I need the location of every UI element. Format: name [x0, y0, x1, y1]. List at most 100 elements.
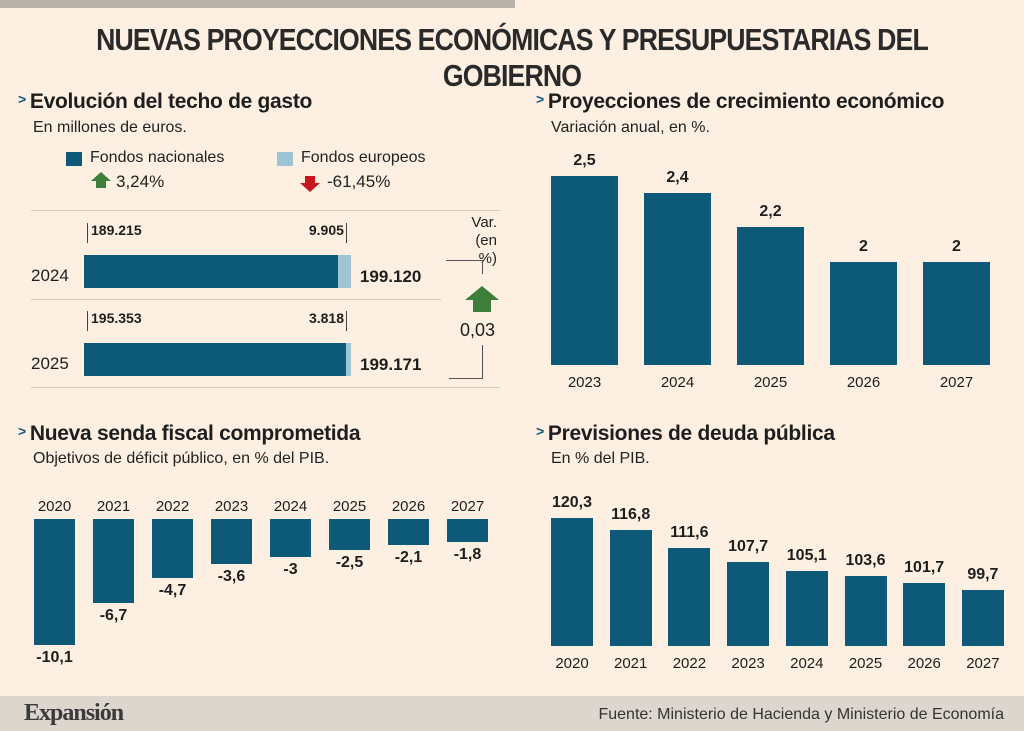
logo: Expansión — [24, 700, 124, 726]
value-label: 2,4 — [666, 169, 689, 186]
year-label: 2024 — [273, 498, 308, 515]
value-label: 111,6 — [670, 524, 709, 542]
value-label: -6,7 — [99, 606, 128, 624]
bar — [830, 261, 897, 365]
title-text: Nueva senda fiscal comprometida — [29, 422, 361, 445]
legend-swatch-europeos — [277, 152, 293, 166]
year-label: 2026 — [846, 374, 881, 391]
year-label: 2024 — [790, 655, 824, 672]
year-label: 2022 — [672, 655, 707, 672]
year-label: 2021 — [96, 498, 131, 515]
chevron-icon: > — [536, 423, 544, 439]
page-title: NUEVAS PROYECCIONES ECONÓMICAS Y PRESUPU… — [96, 22, 929, 93]
tick — [87, 311, 88, 331]
bar — [93, 519, 134, 603]
top-strip — [0, 0, 515, 8]
tick — [345, 223, 347, 243]
bracket-top — [446, 260, 483, 274]
year-label: 2027 — [966, 655, 1000, 672]
value-label: -2,5 — [335, 554, 364, 572]
value-label: 2 — [952, 237, 961, 255]
legend-swatch-nacionales — [66, 152, 82, 166]
bar — [447, 519, 488, 542]
year-label: 2026 — [907, 655, 941, 672]
arrow-down-icon — [300, 176, 320, 197]
bar-europeos — [337, 255, 351, 288]
year-label: 2025 — [332, 498, 367, 515]
value-label: 107,7 — [728, 537, 769, 555]
year-label: 2022 — [155, 498, 190, 515]
bar — [668, 548, 711, 646]
year-label: 2020 — [555, 655, 589, 672]
year-label: 2025 — [753, 374, 788, 391]
variation-label: Var. (en %) — [455, 214, 497, 268]
value-label: -4,7 — [158, 581, 187, 599]
value-label: -2,1 — [394, 549, 423, 567]
value-label: -3,6 — [217, 568, 246, 585]
bar — [551, 175, 618, 365]
bar — [737, 227, 804, 365]
panel-title-deuda: > Previsiones de deuda pública — [536, 422, 835, 446]
tick — [346, 311, 347, 331]
subtitle-deuda: En % del PIB. — [551, 450, 650, 467]
value-label: 116,8 — [611, 506, 651, 524]
year-label: 2020 — [37, 498, 72, 515]
bar — [844, 576, 887, 646]
legend-change-nacionales: 3,24% — [116, 172, 165, 191]
value-label: 101,7 — [904, 558, 945, 576]
year-label: 2023 — [567, 374, 602, 391]
legend-label-europeos: Fondos europeos — [301, 149, 426, 166]
variation-label-line1: Var. — [471, 214, 497, 231]
bar-nacionales — [84, 343, 346, 376]
year-label: 2024 — [660, 374, 695, 391]
bar — [785, 570, 828, 646]
bar-nacionales — [84, 255, 338, 288]
value-label: 99,7 — [967, 565, 999, 583]
value-label: -10,1 — [36, 649, 73, 667]
title-text: Proyecciones de crecimiento económico — [547, 90, 945, 113]
value-label: -3 — [283, 560, 298, 578]
title-text: Evolución del techo de gasto — [29, 90, 313, 113]
value-label: -1,8 — [453, 545, 482, 563]
bar — [551, 517, 593, 646]
arrow-up-icon — [465, 286, 499, 317]
bar — [961, 589, 1004, 646]
value-europeos: 3.818 — [308, 310, 344, 326]
chevron-icon: > — [18, 91, 26, 107]
bar — [329, 519, 370, 551]
legend-change-europeos: -61,45% — [327, 172, 391, 191]
total-label: 199.171 — [360, 355, 422, 374]
chevron-icon: > — [536, 91, 544, 107]
subtitle-deficit: Objetivos de déficit público, en % del P… — [33, 450, 330, 467]
variation-label-line2: (en %) — [475, 232, 497, 267]
bar — [34, 519, 75, 646]
title-text: Previsiones de deuda pública — [547, 422, 835, 445]
year-label: 2026 — [391, 498, 426, 515]
bar — [609, 530, 652, 646]
bar — [270, 519, 311, 557]
year-label: 2023 — [214, 498, 249, 515]
value-label: 105,1 — [786, 546, 827, 564]
subtitle-crecimiento: Variación anual, en %. — [551, 119, 710, 136]
value-label: 2,2 — [759, 203, 782, 221]
panel-title-crecimiento: > Proyecciones de crecimiento económico — [536, 90, 944, 114]
bar — [388, 519, 429, 546]
bar — [923, 261, 990, 365]
tick — [87, 223, 88, 243]
footer — [0, 696, 1024, 731]
subtitle-techo: En millones de euros. — [33, 119, 187, 136]
value-nacionales: 189.215 — [91, 222, 142, 238]
value-europeos: 9.905 — [308, 222, 344, 238]
year-label: 2023 — [731, 655, 765, 672]
bar — [644, 193, 711, 365]
value-label: 2 — [859, 237, 868, 255]
divider — [31, 210, 500, 211]
bracket-bottom — [449, 345, 483, 379]
year-label: 2025 — [848, 655, 883, 672]
value-label: 120,3 — [551, 493, 593, 511]
panel-title-techo: > Evolución del techo de gasto — [18, 90, 312, 114]
year-label: 2027 — [939, 374, 974, 391]
year-label: 2024 — [31, 266, 69, 285]
divider — [31, 387, 500, 388]
year-label: 2027 — [450, 498, 485, 515]
